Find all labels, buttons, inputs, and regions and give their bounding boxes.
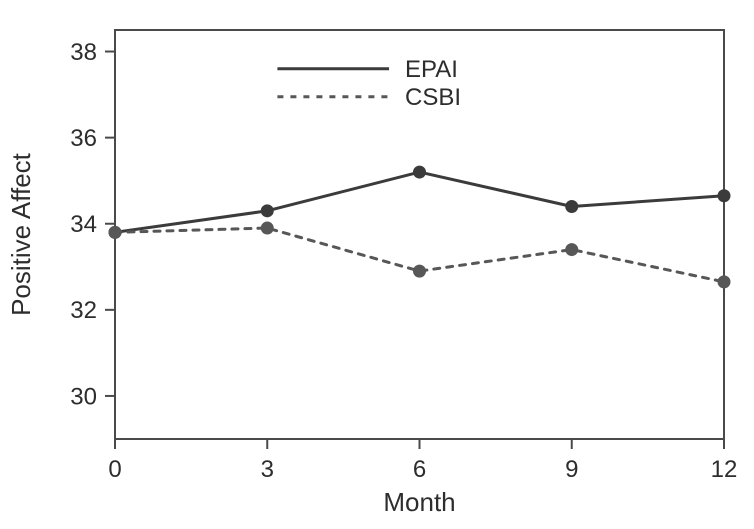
x-tick-label: 6	[413, 456, 426, 483]
x-tick-label: 12	[711, 456, 738, 483]
series-marker-csbi	[109, 226, 122, 239]
series-marker-epai	[413, 166, 426, 179]
line-chart: 036912Month3032343638Positive AffectEPAI…	[0, 0, 754, 529]
series-marker-csbi	[261, 222, 274, 235]
x-tick-label: 9	[565, 456, 578, 483]
y-tick-label: 38	[70, 39, 97, 66]
y-axis-label: Positive Affect	[6, 152, 36, 316]
y-tick-label: 30	[70, 383, 97, 410]
x-axis-label: Month	[383, 487, 455, 517]
x-tick-label: 3	[261, 456, 274, 483]
series-marker-epai	[565, 200, 578, 213]
y-tick-label: 36	[70, 125, 97, 152]
y-tick-label: 32	[70, 297, 97, 324]
y-tick-label: 34	[70, 211, 97, 238]
legend-label-csbi: CSBI	[405, 84, 461, 111]
legend-label-epai: EPAI	[405, 56, 458, 83]
series-marker-csbi	[413, 265, 426, 278]
series-marker-csbi	[718, 275, 731, 288]
series-marker-epai	[718, 189, 731, 202]
series-marker-csbi	[565, 243, 578, 256]
chart-svg: 036912Month3032343638Positive AffectEPAI…	[0, 0, 754, 529]
series-marker-epai	[261, 204, 274, 217]
x-tick-label: 0	[108, 456, 121, 483]
